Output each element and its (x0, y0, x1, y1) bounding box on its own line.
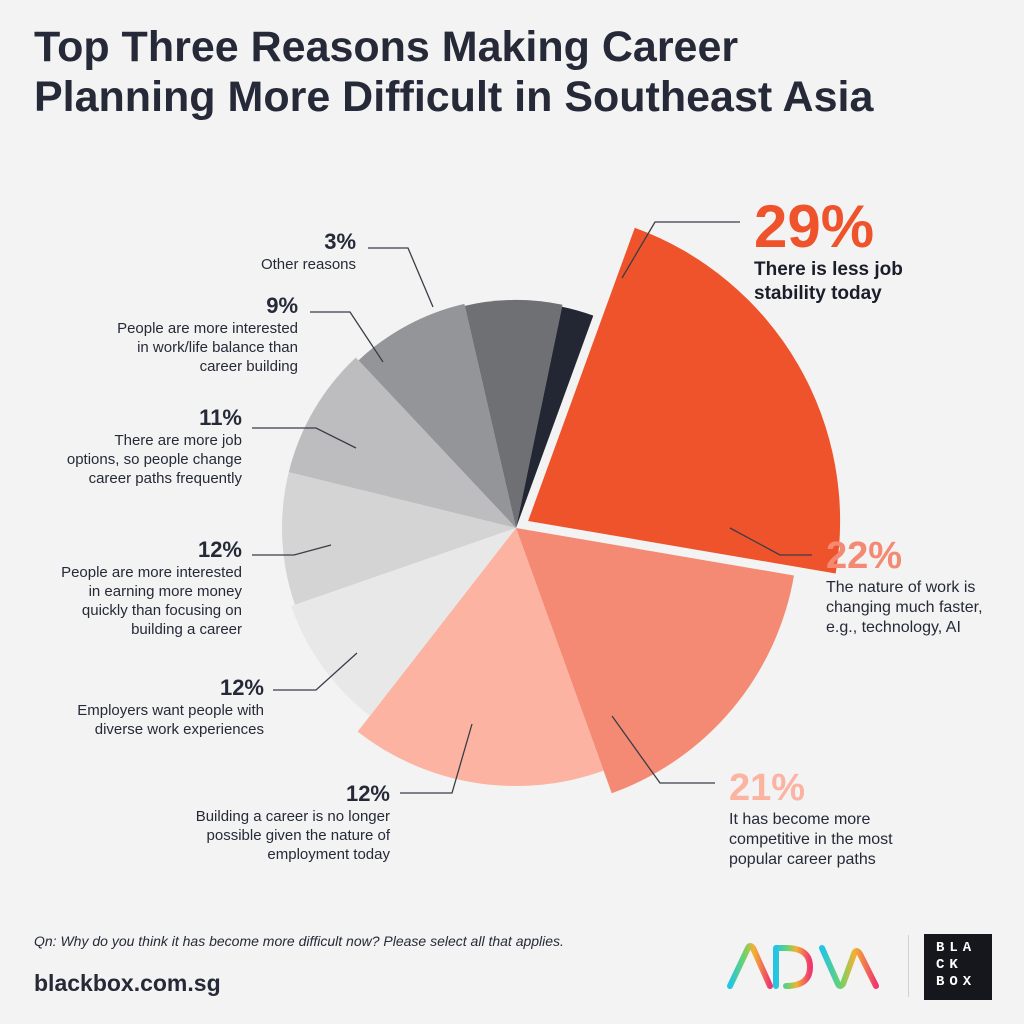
pie-slice-1 (516, 528, 794, 794)
slice-label-8: 3% Other reasons (200, 229, 356, 274)
pie-slice-8 (516, 306, 594, 528)
title-line-2: Planning More Difficult in Southeast Asi… (34, 73, 874, 121)
pie-slice-3 (291, 528, 516, 716)
slice-text-0-line-2: stability today (754, 283, 882, 304)
slice-text-0-line-1: There is less job (754, 259, 903, 280)
pie-slice-2 (357, 528, 604, 786)
leader-line-4 (273, 652, 358, 691)
blackbox-logo: BLA CK BOX (924, 934, 992, 1000)
leader-line-0 (621, 221, 740, 279)
slice-percent-6: 11% (199, 405, 242, 430)
slice-percent-0: 29% (754, 193, 875, 260)
leader-line-8 (368, 247, 434, 308)
slice-label-0: 29% There is less job stability today (754, 196, 903, 306)
leader-line-6 (252, 427, 357, 449)
logo-line-1: BLA (936, 940, 977, 956)
slice-text-6-line-2: options, so people change (66, 451, 242, 468)
slice-text-4-line-2: diverse work experiences (94, 721, 264, 738)
slice-text-7-line-2: in work/life balance than (137, 339, 298, 356)
slice-text-5-line-4: building a career (131, 621, 242, 638)
pie-slices (282, 227, 841, 794)
leader-line-1 (729, 527, 812, 556)
logo-line-3: BOX (936, 974, 977, 990)
adm-logo (727, 943, 879, 989)
slice-text-1-line-3: e.g., technology, AI (826, 619, 961, 636)
slice-text-7-line-1: People are more interested (117, 320, 298, 337)
leader-line-5 (252, 544, 332, 556)
slice-percent-3: 12% (345, 781, 390, 806)
survey-question: Qn: Why do you think it has become more … (34, 933, 564, 949)
slice-label-2: 21% It has become more competitive in th… (729, 766, 893, 870)
slice-text-2-line-1: It has become more (729, 811, 871, 828)
website-link[interactable]: blackbox.com.sg (34, 970, 221, 996)
slice-percent-1: 22% (826, 535, 903, 577)
leader-lines (252, 221, 812, 794)
title-line-1: Top Three Reasons Making Career (34, 23, 739, 71)
slice-text-2-line-3: popular career paths (729, 851, 876, 868)
slice-text-1-line-2: changing much faster, (826, 599, 983, 616)
slice-percent-8: 3% (324, 229, 356, 254)
slice-text-6-line-3: career paths frequently (88, 470, 242, 487)
slice-text-3-line-2: possible given the nature of (206, 827, 390, 844)
pie-slice-5 (288, 357, 516, 528)
logo-line-2: CK (936, 957, 963, 973)
chart-title: Top Three Reasons Making Career Planning… (34, 22, 994, 122)
slice-label-1: 22% The nature of work is changing much … (826, 534, 983, 638)
slice-text-2-line-2: competitive in the most (729, 831, 893, 848)
slice-text-7-line-3: career building (199, 358, 298, 375)
slice-label-5: 12% People are more interested in earnin… (20, 537, 242, 639)
slice-percent-2: 21% (729, 767, 806, 809)
slice-text-8-line-1: Other reasons (260, 256, 356, 273)
question-prefix: Qn: (34, 933, 57, 949)
slice-label-3: 12% Building a career is no longer possi… (130, 781, 390, 864)
leader-line-3 (400, 723, 473, 794)
slice-label-6: 11% There are more job options, so peopl… (40, 405, 242, 488)
slice-text-3-line-1: Building a career is no longer (195, 808, 390, 825)
slice-text-4-line-1: Employers want people with (77, 702, 264, 719)
slice-percent-4: 12% (219, 675, 264, 700)
pie-slice-7 (464, 300, 563, 528)
pie-slice-6 (358, 303, 516, 528)
slice-label-7: 9% People are more interested in work/li… (60, 293, 298, 376)
question-text: Why do you think it has become more diff… (56, 933, 564, 949)
slice-text-5-line-1: People are more interested (61, 564, 242, 581)
slice-text-5-line-3: quickly than focusing on (81, 602, 242, 619)
logo-divider (908, 935, 909, 997)
slice-text-5-line-2: in earning more money (88, 583, 242, 600)
pie-slice-0 (528, 227, 841, 574)
slice-text-3-line-3: employment today (267, 846, 390, 863)
slice-label-4: 12% Employers want people with diverse w… (20, 675, 264, 739)
slice-text-1-line-1: The nature of work is (826, 579, 976, 596)
slice-percent-5: 12% (197, 537, 242, 562)
leader-line-7 (310, 311, 384, 363)
leader-line-2 (611, 715, 715, 784)
pie-slice-4 (282, 472, 516, 605)
slice-text-6-line-1: There are more job (114, 432, 242, 449)
slice-percent-7: 9% (266, 293, 298, 318)
